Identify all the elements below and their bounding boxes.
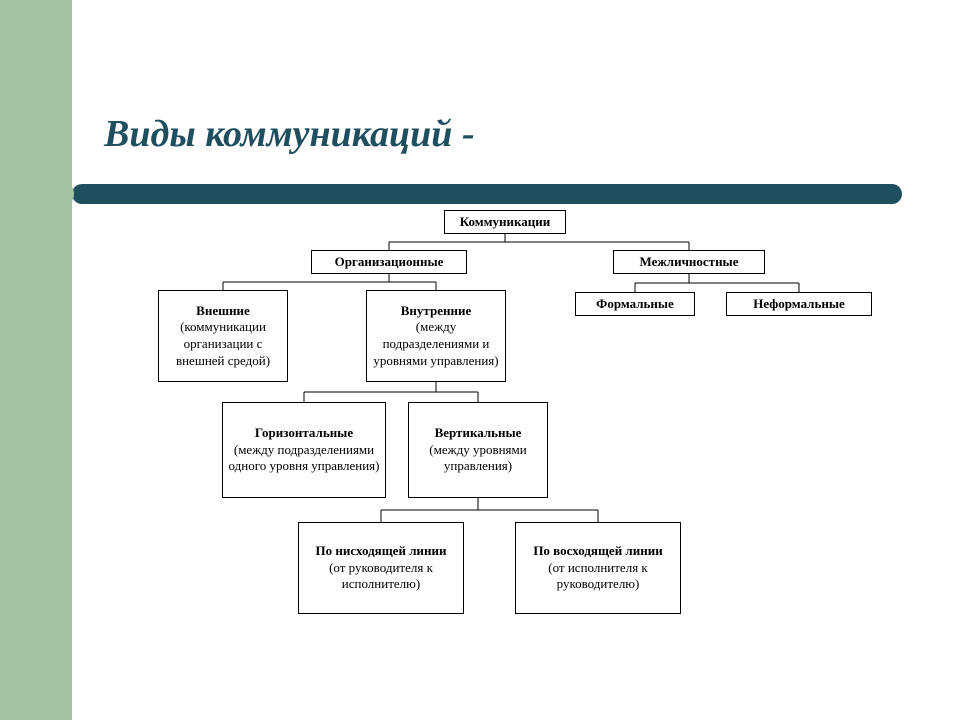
node-up-label: По восходящей линии(от исполнителя к рук… [516,541,680,595]
node-down: По нисходящей линии(от руководителя к ис… [298,522,464,614]
title-bullet-icon [44,179,74,209]
node-up: По восходящей линии(от исполнителя к рук… [515,522,681,614]
slide: Виды коммуникаций - Коммуникации Организа… [0,0,960,720]
node-horiz-label: Горизонтальные(между подразделениями одн… [223,423,385,477]
node-down-label: По нисходящей линии(от руководителя к ис… [299,541,463,595]
node-inter-label: Межличностные [614,252,764,273]
page-title: Виды коммуникаций - [104,112,475,156]
node-informal-label: Неформальные [727,294,871,315]
node-root: Коммуникации [444,210,566,234]
node-org-label: Организационные [312,252,466,273]
node-inter: Межличностные [613,250,765,274]
node-formal: Формальные [575,292,695,316]
content-area: Виды коммуникаций - Коммуникации Организа… [72,0,960,720]
node-informal: Неформальные [726,292,872,316]
node-ext: Внешние(коммуникации организации с внешн… [158,290,288,382]
node-vert-label: Вертикальные(между уровнями управления) [409,423,547,477]
node-horiz: Горизонтальные(между подразделениями одн… [222,402,386,498]
node-root-label: Коммуникации [445,212,565,233]
node-int: Внутренние(между подразделениями и уровн… [366,290,506,382]
sidebar [0,0,72,720]
node-vert: Вертикальные(между уровнями управления) [408,402,548,498]
communications-tree-diagram: Коммуникации Организационные Межличностные… [72,210,960,710]
node-int-label: Внутренние(между подразделениями и уровн… [367,301,505,372]
node-org: Организационные [311,250,467,274]
node-ext-label: Внешние(коммуникации организации с внешн… [159,301,287,372]
node-formal-label: Формальные [576,294,694,315]
title-underline [72,184,902,204]
